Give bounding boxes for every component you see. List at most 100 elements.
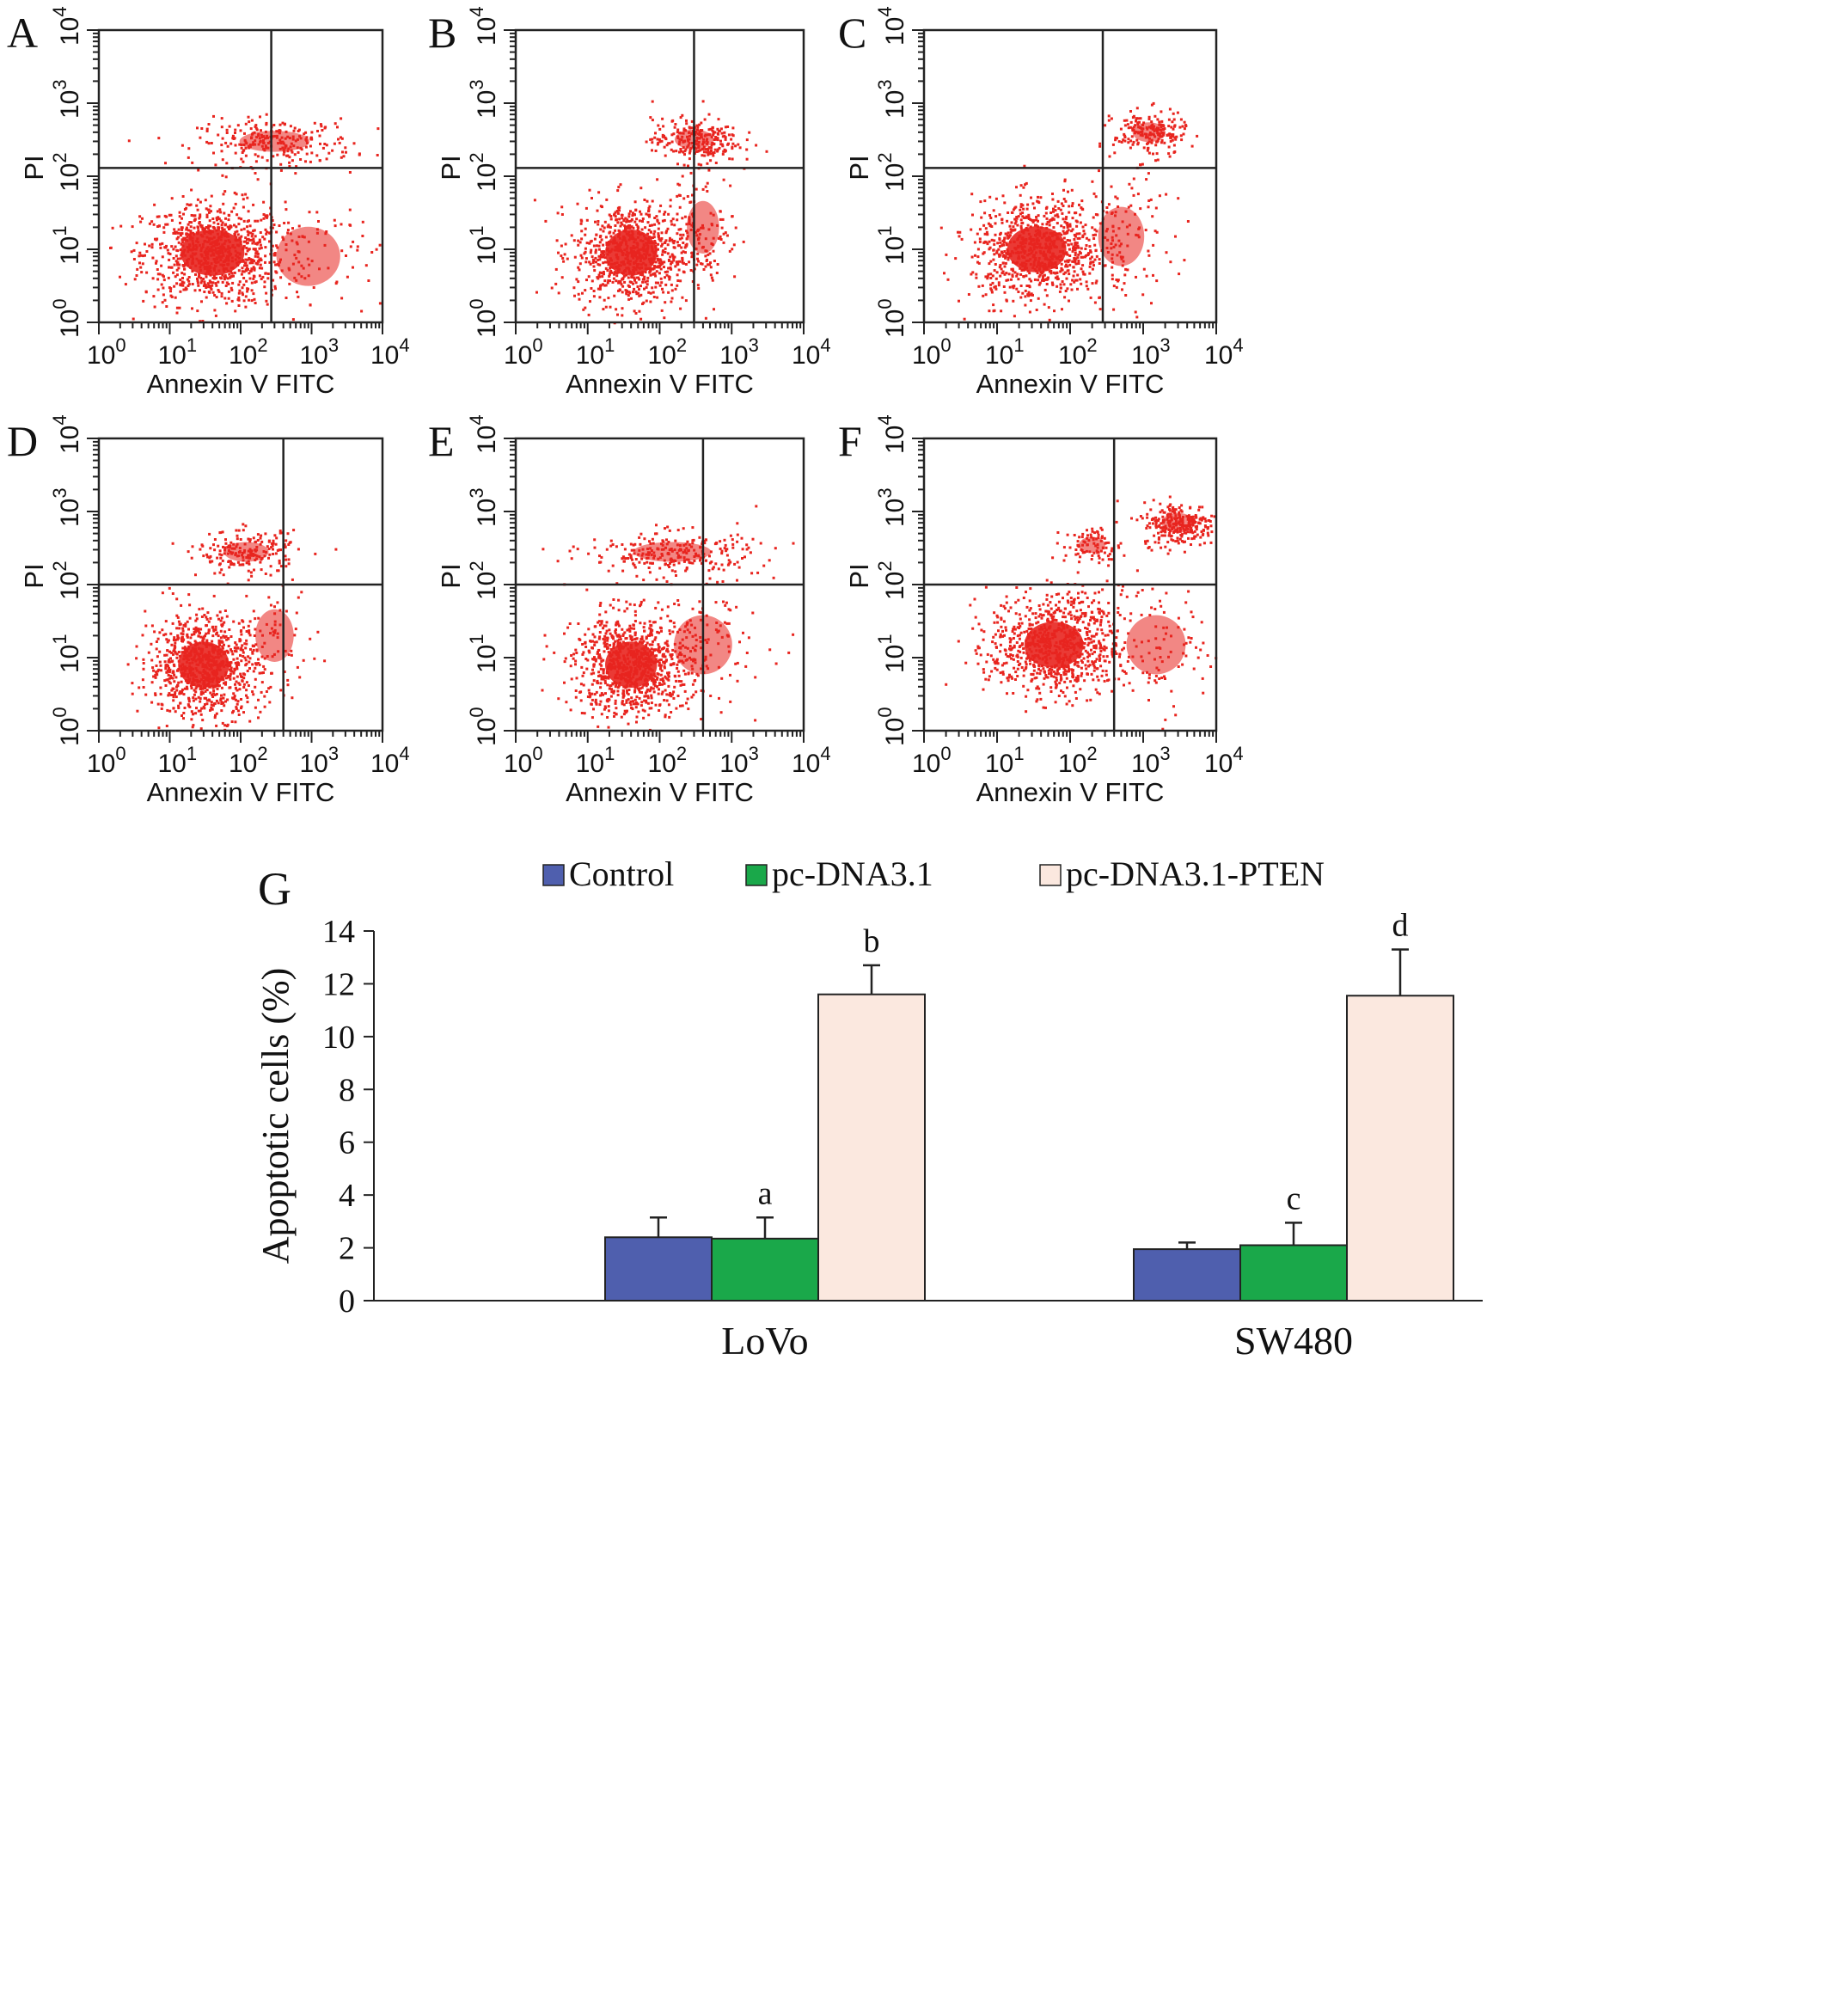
- scatter-points: [126, 523, 338, 732]
- y-axis-label: PI: [19, 155, 49, 180]
- scatter-point: [637, 291, 639, 295]
- scatter-point: [162, 293, 165, 297]
- scatter-point: [653, 240, 657, 242]
- y-tick-label: 102: [466, 152, 501, 192]
- scatter-point: [260, 655, 264, 658]
- scatter-point: [155, 671, 158, 674]
- scatter-point: [174, 639, 177, 641]
- scatter-point: [983, 199, 987, 203]
- scatter-point: [242, 683, 246, 686]
- scatter-point: [994, 197, 998, 200]
- scatter-point: [257, 662, 260, 665]
- scatter-point: [688, 260, 691, 264]
- scatter-point: [1027, 215, 1031, 218]
- scatter-point: [237, 296, 241, 299]
- scatter-point: [971, 271, 975, 274]
- scatter-point: [168, 258, 171, 261]
- scatter-density: [239, 131, 310, 152]
- scatter-point: [1112, 285, 1116, 288]
- scatter-point: [187, 285, 190, 287]
- scatter-point: [340, 136, 342, 139]
- scatter-point: [651, 100, 654, 103]
- scatter-point: [601, 205, 603, 209]
- scatter-point: [611, 280, 615, 284]
- scatter-point: [174, 260, 178, 263]
- scatter-point: [1007, 236, 1010, 240]
- scatter-point: [589, 251, 592, 254]
- scatter-point: [313, 121, 316, 125]
- scatter-point: [993, 242, 996, 246]
- scatter-point: [178, 306, 181, 309]
- scatter-point: [704, 185, 707, 188]
- scatter-point: [1019, 296, 1023, 299]
- scatter-point: [181, 272, 184, 275]
- scatter-point: [260, 278, 263, 280]
- scatter-point: [652, 291, 655, 294]
- scatter-point: [1130, 135, 1134, 138]
- scatter-point: [680, 251, 683, 254]
- scatter-point: [258, 274, 261, 278]
- scatter-point: [254, 219, 257, 223]
- scatter-point: [1167, 152, 1171, 156]
- scatter-point: [273, 285, 277, 288]
- scatter-point: [229, 672, 232, 676]
- scatter-point: [291, 150, 294, 154]
- scatter-point: [999, 254, 1002, 257]
- scatter-point: [223, 278, 226, 281]
- scatter-point: [234, 686, 237, 689]
- scatter-point: [233, 271, 236, 274]
- scatter-point: [1003, 250, 1007, 253]
- scatter-point: [244, 305, 248, 309]
- scatter-point: [161, 591, 164, 595]
- scatter-point: [1022, 207, 1025, 211]
- scatter-point: [635, 223, 639, 226]
- scatter-point: [228, 560, 230, 563]
- scatter-point: [1091, 267, 1094, 271]
- scatter-point: [179, 248, 182, 251]
- scatter-point: [252, 536, 255, 540]
- scatter-point: [652, 232, 656, 236]
- scatter-point: [1001, 261, 1005, 265]
- scatter-point: [254, 153, 257, 156]
- scatter-point: [244, 295, 248, 298]
- scatter-point: [1071, 260, 1074, 263]
- scatter-point: [1088, 245, 1092, 248]
- scatter-point: [187, 283, 191, 286]
- scatter-point: [1167, 145, 1171, 149]
- scatter-point: [155, 640, 158, 643]
- scatter-point: [256, 178, 260, 181]
- scatter-point: [999, 245, 1001, 248]
- scatter-point: [289, 125, 292, 128]
- scatter-point: [258, 240, 261, 243]
- scatter-point: [240, 646, 243, 650]
- scatter-point: [707, 128, 711, 132]
- scatter-point: [360, 309, 364, 313]
- scatter-point: [140, 271, 144, 274]
- scatter-point: [242, 160, 245, 163]
- scatter-point: [266, 214, 269, 217]
- scatter-point: [614, 224, 617, 227]
- scatter-point: [224, 276, 228, 279]
- scatter-point: [605, 242, 609, 244]
- scatter-point: [1092, 216, 1095, 219]
- scatter-point: [1047, 306, 1050, 309]
- scatter-point: [264, 214, 267, 217]
- scatter-point: [1048, 318, 1051, 322]
- scatter-point: [208, 532, 211, 536]
- scatter-point: [745, 138, 749, 142]
- scatter-point: [1003, 236, 1007, 240]
- scatter-point: [246, 258, 249, 261]
- scatter-point: [237, 682, 241, 685]
- scatter-point: [676, 212, 679, 216]
- scatter-point: [224, 700, 227, 703]
- scatter-point: [1089, 249, 1092, 253]
- scatter-point: [181, 195, 185, 198]
- scatter-point: [213, 693, 217, 696]
- scatter-point: [1021, 215, 1025, 218]
- scatter-point: [172, 694, 175, 696]
- scatter-point: [650, 230, 652, 234]
- scatter-point: [614, 229, 617, 232]
- scatter-point: [181, 633, 185, 636]
- scatter-point: [176, 634, 180, 637]
- scatter-point: [197, 284, 200, 287]
